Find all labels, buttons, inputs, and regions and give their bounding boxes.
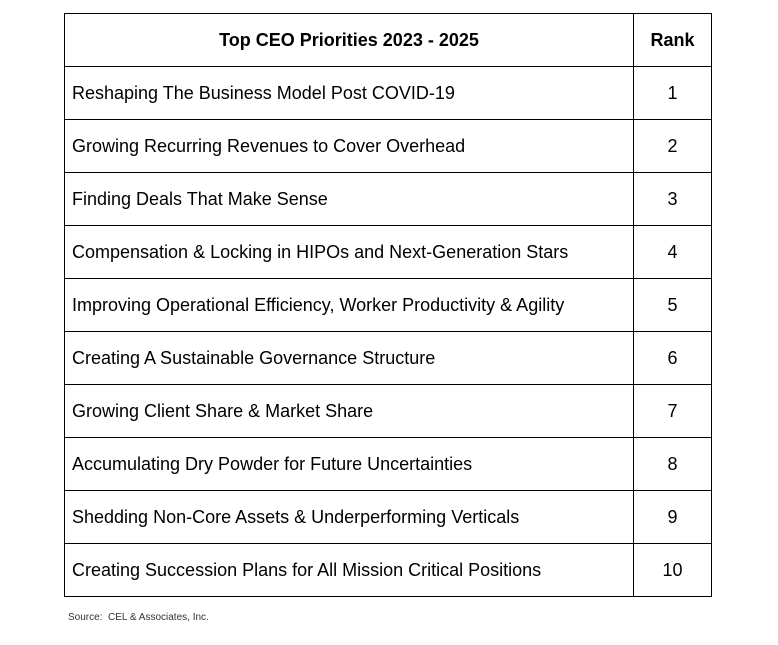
rank-cell: 5 <box>633 278 712 332</box>
table-row: Growing Client Share & Market Share 7 <box>64 384 712 438</box>
table-row: Compensation & Locking in HIPOs and Next… <box>64 225 712 279</box>
table-row: Creating Succession Plans for All Missio… <box>64 543 712 597</box>
table-row: Finding Deals That Make Sense 3 <box>64 172 712 226</box>
rank-cell: 10 <box>633 543 712 597</box>
rank-cell: 8 <box>633 437 712 491</box>
rank-cell: 4 <box>633 225 712 279</box>
rank-column-header: Rank <box>633 13 712 67</box>
table-row: Shedding Non-Core Assets & Underperformi… <box>64 490 712 544</box>
rank-cell: 3 <box>633 172 712 226</box>
priority-cell: Creating A Sustainable Governance Struct… <box>64 331 634 385</box>
table-row: Creating A Sustainable Governance Struct… <box>64 331 712 385</box>
table-row: Growing Recurring Revenues to Cover Over… <box>64 119 712 173</box>
priority-cell: Improving Operational Efficiency, Worker… <box>64 278 634 332</box>
rank-cell: 7 <box>633 384 712 438</box>
priorities-table-container: Top CEO Priorities 2023 - 2025 Rank Resh… <box>64 13 712 597</box>
priority-column-header: Top CEO Priorities 2023 - 2025 <box>64 13 634 67</box>
rank-cell: 2 <box>633 119 712 173</box>
source-note: Source: CEL & Associates, Inc. <box>68 612 209 623</box>
priority-cell: Shedding Non-Core Assets & Underperformi… <box>64 490 634 544</box>
priority-cell: Finding Deals That Make Sense <box>64 172 634 226</box>
priority-cell: Creating Succession Plans for All Missio… <box>64 543 634 597</box>
table-row: Improving Operational Efficiency, Worker… <box>64 278 712 332</box>
priority-cell: Reshaping The Business Model Post COVID-… <box>64 66 634 120</box>
priority-cell: Growing Recurring Revenues to Cover Over… <box>64 119 634 173</box>
priority-cell: Accumulating Dry Powder for Future Uncer… <box>64 437 634 491</box>
priority-cell: Compensation & Locking in HIPOs and Next… <box>64 225 634 279</box>
rank-cell: 1 <box>633 66 712 120</box>
rank-cell: 6 <box>633 331 712 385</box>
table-row: Accumulating Dry Powder for Future Uncer… <box>64 437 712 491</box>
rank-cell: 9 <box>633 490 712 544</box>
priority-cell: Growing Client Share & Market Share <box>64 384 634 438</box>
priorities-table: Top CEO Priorities 2023 - 2025 Rank Resh… <box>64 13 712 597</box>
table-row: Reshaping The Business Model Post COVID-… <box>64 66 712 120</box>
table-header-row: Top CEO Priorities 2023 - 2025 Rank <box>64 13 712 67</box>
